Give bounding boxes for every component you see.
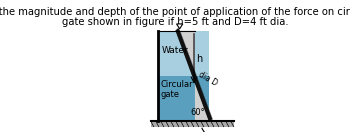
Polygon shape bbox=[176, 31, 209, 121]
Text: Circular
gate: Circular gate bbox=[161, 80, 193, 99]
Text: dia D: dia D bbox=[197, 70, 219, 88]
Text: Find the magnitude and depth of the point of application of the force on circula: Find the magnitude and depth of the poin… bbox=[0, 7, 350, 17]
Text: Water: Water bbox=[162, 46, 189, 55]
Polygon shape bbox=[176, 29, 211, 121]
Bar bbox=[158, 76, 209, 121]
Polygon shape bbox=[176, 24, 183, 29]
Text: gate shown in figure if h=5 ft and D=4 ft dia.: gate shown in figure if h=5 ft and D=4 f… bbox=[62, 17, 288, 27]
Bar bbox=[150, 121, 234, 127]
Bar bbox=[158, 31, 209, 121]
Text: h: h bbox=[196, 54, 202, 64]
Text: 60°: 60° bbox=[191, 107, 205, 117]
